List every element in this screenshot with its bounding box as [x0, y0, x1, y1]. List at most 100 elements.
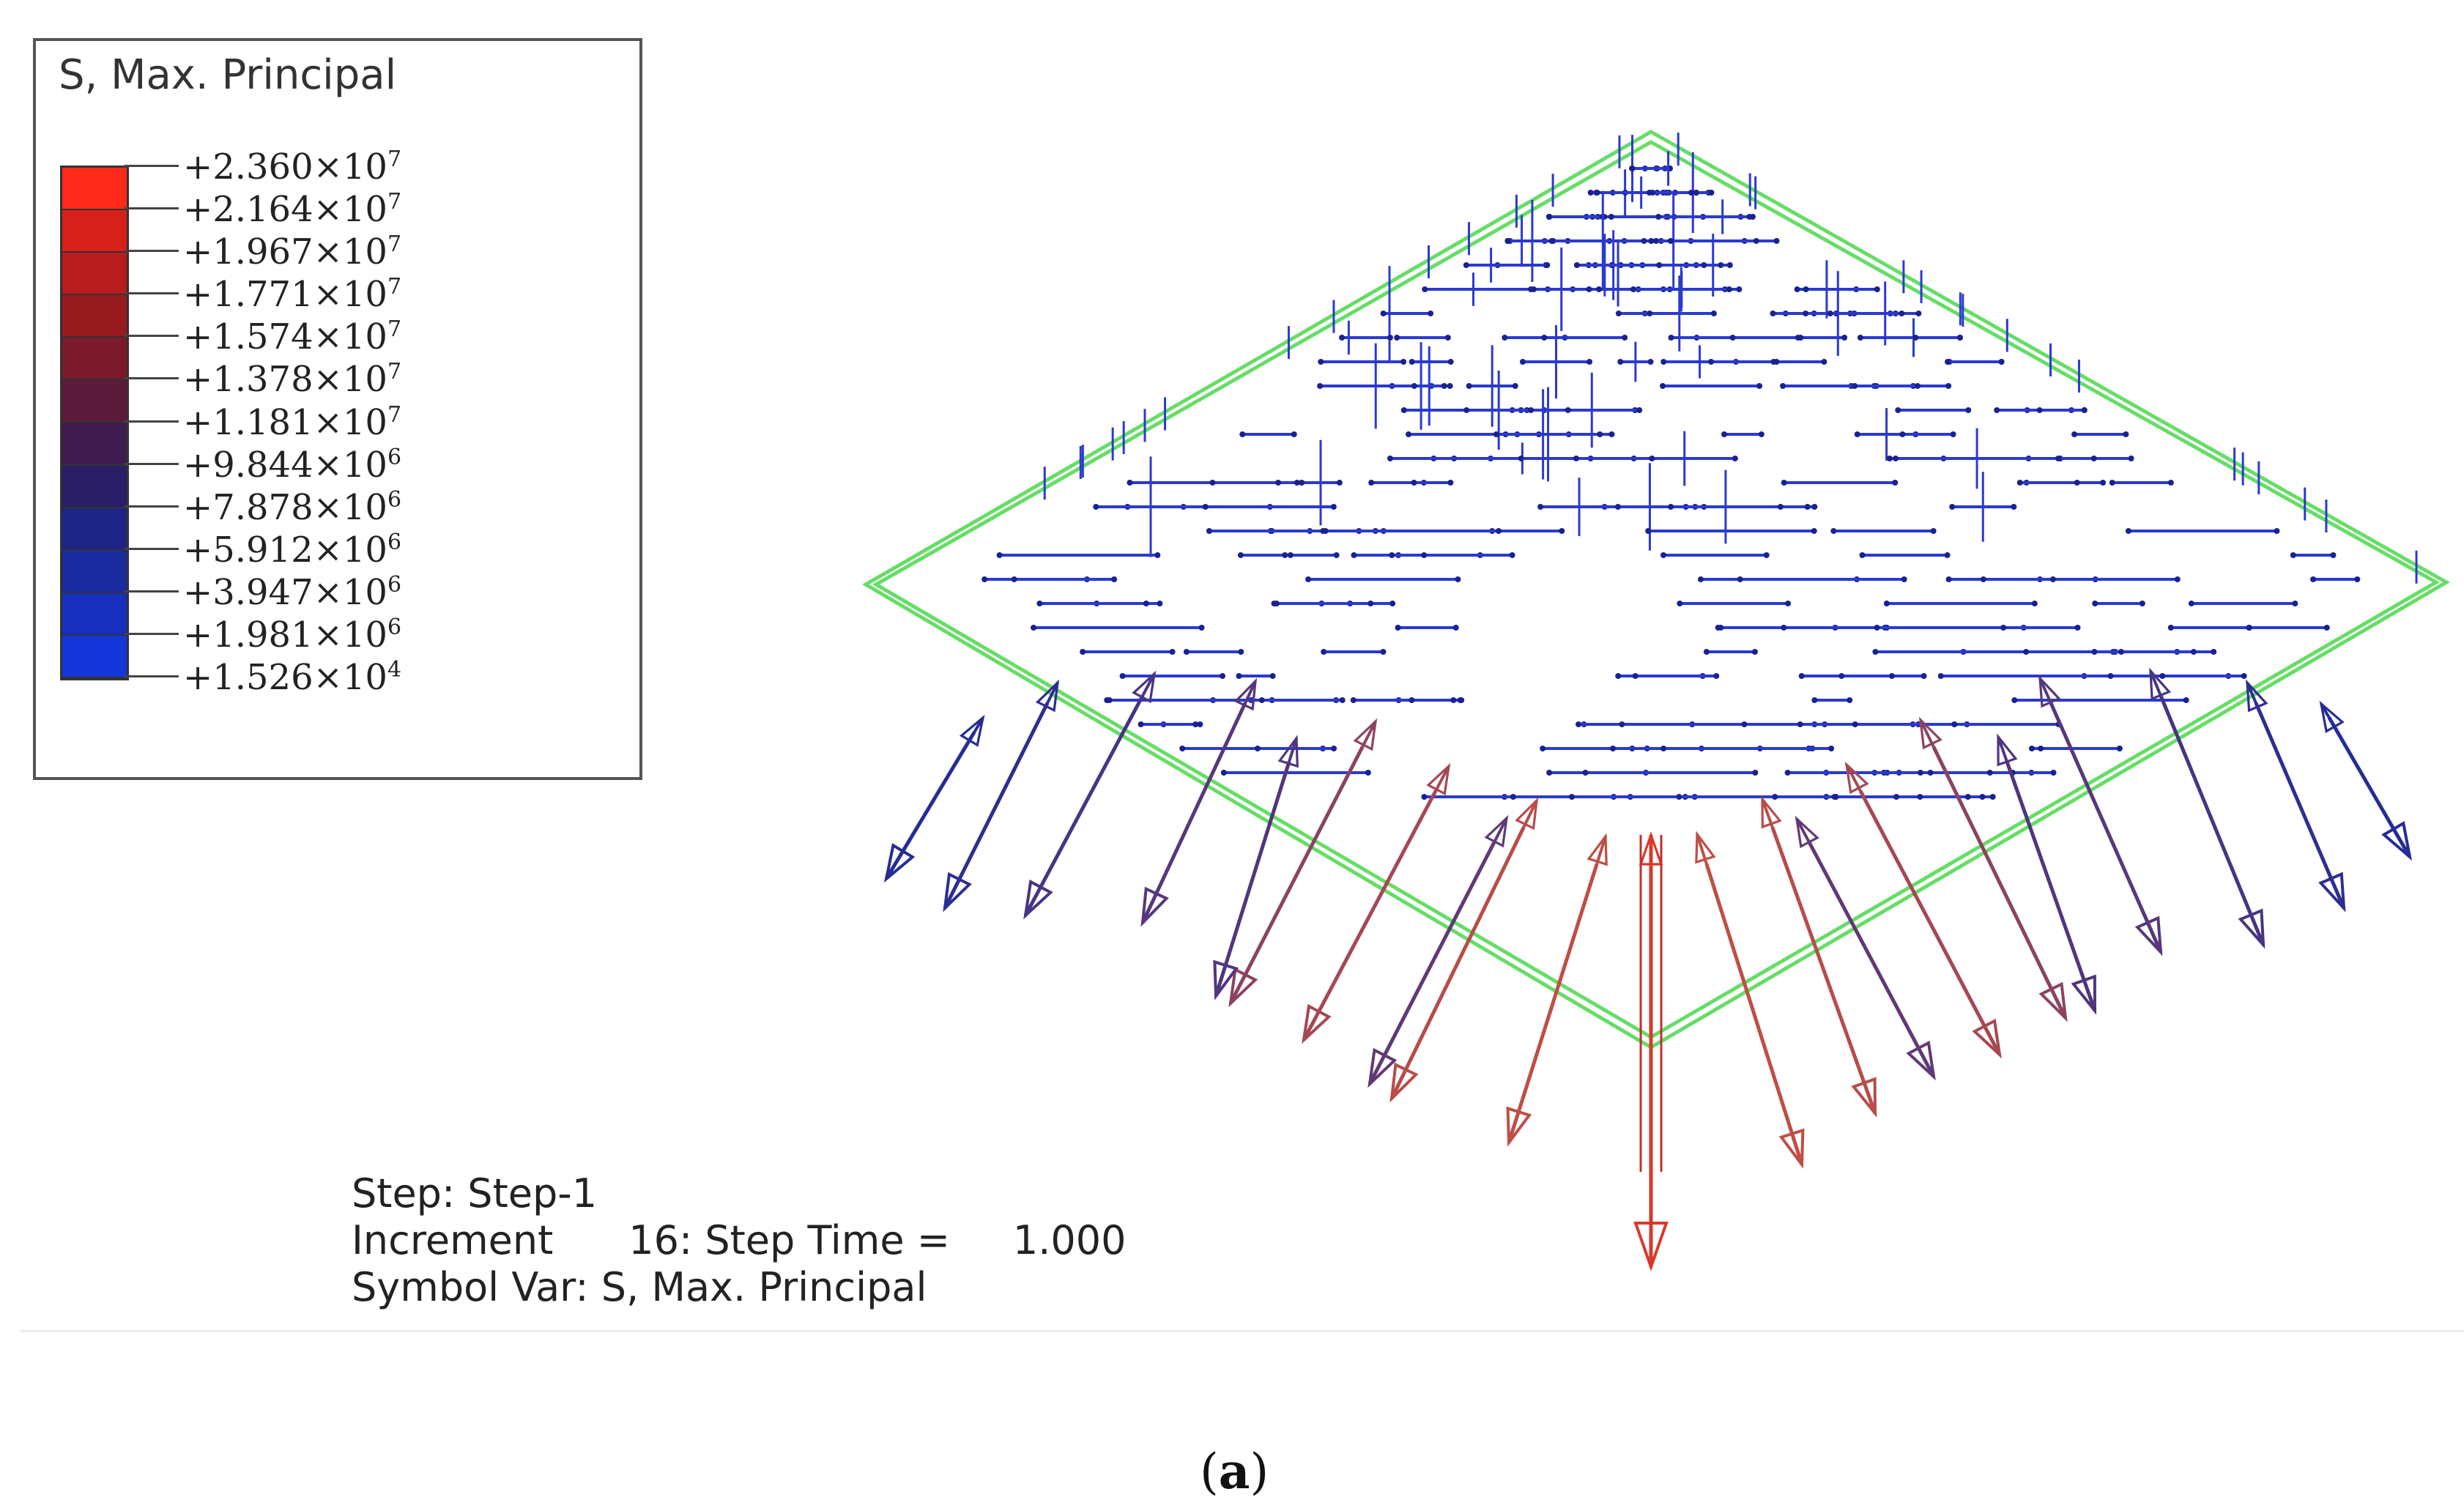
stress-symbol-tip [1636, 407, 1643, 413]
stress-symbol-tip [1421, 552, 1428, 558]
stress-symbol-tip [1179, 746, 1186, 751]
caption-open-paren: ( [1200, 1444, 1219, 1500]
stress-symbol-tip [1510, 794, 1516, 800]
step-label: Step: Step-1 [352, 1170, 598, 1217]
stress-symbol-tip [1979, 794, 1986, 800]
stress-symbol-tip [1773, 238, 1780, 244]
principal-stress-arrow-reverse-head [1918, 716, 1942, 750]
legend-tick [125, 590, 179, 593]
stress-symbol-tip [1154, 552, 1161, 558]
principal-stress-arrow-head [2038, 981, 2068, 1022]
principal-stress-arrow-reverse [2149, 670, 2213, 821]
stress-symbol-tip [1652, 238, 1659, 244]
principal-stress-arrow-reverse [1696, 833, 1756, 1015]
principal-stress-arrow-reverse-head [1515, 797, 1539, 831]
stress-symbol-tip [1614, 504, 1621, 510]
stress-symbol-tip [1127, 480, 1133, 486]
stress-symbol-tip [1541, 335, 1548, 341]
stress-symbol-tip [1781, 480, 1787, 486]
stress-symbol-tip [1617, 359, 1624, 365]
stress-symbol-tip [1573, 456, 1579, 461]
stress-symbol-tip [1395, 625, 1401, 631]
stress-symbol-tip [1668, 504, 1674, 510]
stress-symbol-tip [1917, 794, 1923, 800]
stress-symbol-tip [1350, 697, 1357, 703]
stress-symbol-tip [1726, 286, 1732, 292]
stress-symbol-tip [1321, 649, 1327, 655]
stress-symbol-tip [2000, 625, 2007, 631]
principal-stress-arrow-head [943, 872, 972, 913]
principal-stress-arrow-head [1368, 1047, 1398, 1088]
stress-symbol-tip [1718, 262, 1724, 268]
principal-stress-arrow-reverse-head [1277, 735, 1299, 768]
stress-symbol-tip [1828, 746, 1835, 751]
stress-symbol-tip [1143, 601, 1149, 606]
stress-symbol-tip [1770, 311, 1776, 316]
stress-symbol-tip [1466, 383, 1472, 389]
stress-symbol-tip [1452, 625, 1459, 631]
principal-stress-arrow-reverse [2246, 682, 2301, 806]
legend-tick [125, 547, 179, 550]
stress-symbol-tip [1030, 625, 1036, 631]
stress-symbol-tip [1597, 431, 1603, 437]
legend-value-label: +2.164×107 [183, 189, 402, 231]
stress-symbol-tip [1198, 625, 1205, 631]
stress-symbol-tip [1852, 383, 1858, 389]
stress-symbol-tip [1318, 359, 1324, 365]
stress-symbol-tip [1632, 673, 1639, 679]
stress-symbol-tip [1380, 649, 1387, 655]
stress-symbol-tip [1444, 335, 1451, 341]
stress-symbol-tip [1804, 504, 1811, 510]
stress-symbol-tip [1294, 480, 1300, 486]
stress-symbol-tip [1287, 552, 1294, 558]
stress-symbol-tip [1821, 359, 1827, 365]
legend-color-cell [62, 295, 127, 338]
stress-symbol-tip [1647, 311, 1653, 316]
stress-symbol-tip [1608, 214, 1614, 220]
stress-symbol-tip [1339, 335, 1346, 341]
principal-stress-arrow-reverse-head [1997, 733, 2018, 767]
stress-symbol-tip [1811, 528, 1817, 534]
principal-stress-arrow-reverse-head [1484, 814, 1509, 848]
legend-value-label: +3.947×106 [183, 571, 402, 613]
stress-symbol-tip [1708, 190, 1715, 196]
stress-symbol-tip [1368, 480, 1375, 486]
stress-symbol-tip [1548, 238, 1555, 244]
stress-symbol-tip [1406, 431, 1412, 437]
stress-symbol-tip [1945, 576, 1952, 582]
stress-symbol-tip [1273, 601, 1280, 606]
plate-outline-inner [872, 140, 2441, 1039]
legend-value-label: +9.844×106 [183, 444, 402, 486]
principal-stress-arrow-head [1851, 1077, 1877, 1118]
stress-symbol-tip [1937, 673, 1944, 679]
stress-symbol-tip [2100, 480, 2107, 486]
stress-symbol-tip [2091, 649, 2098, 655]
legend-value-label: +2.360×107 [183, 146, 402, 187]
stress-symbol-tip [1610, 746, 1617, 751]
stress-symbol-tip [2109, 480, 2115, 486]
legend-tick [125, 675, 179, 677]
principal-stress-arrow-reverse-head [1233, 677, 1258, 711]
stress-symbol-tip [2323, 625, 2330, 631]
stress-symbol-tip [1794, 286, 1800, 292]
principal-stress-arrow-reverse [1083, 673, 1156, 806]
principal-stress-arrow-reverse-head [1761, 795, 1782, 829]
stress-symbol-tip [1518, 456, 1524, 461]
stress-symbol-tip [2071, 431, 2078, 437]
stress-symbol-tip [1811, 504, 1818, 510]
stress-symbol-tip [2125, 528, 2131, 534]
stress-symbol-tip [2116, 746, 2123, 751]
stress-symbol-tip [1237, 552, 1244, 558]
stress-symbol-tip [1236, 673, 1242, 679]
principal-stress-arrow-head [1213, 959, 1239, 1000]
stress-symbol-tip [1220, 673, 1226, 679]
stress-symbol-tip [1331, 746, 1337, 751]
stress-symbol-tip [2074, 480, 2080, 486]
stress-symbol-tip [1854, 431, 1860, 437]
stress-symbol-tip [1493, 431, 1499, 437]
stress-symbol-tip [1915, 311, 1922, 316]
stress-symbol-tip [1568, 794, 1575, 800]
stress-symbol-tip [1729, 335, 1736, 341]
stress-symbol-tip [1641, 238, 1647, 244]
stress-symbol-tip [1721, 431, 1728, 437]
